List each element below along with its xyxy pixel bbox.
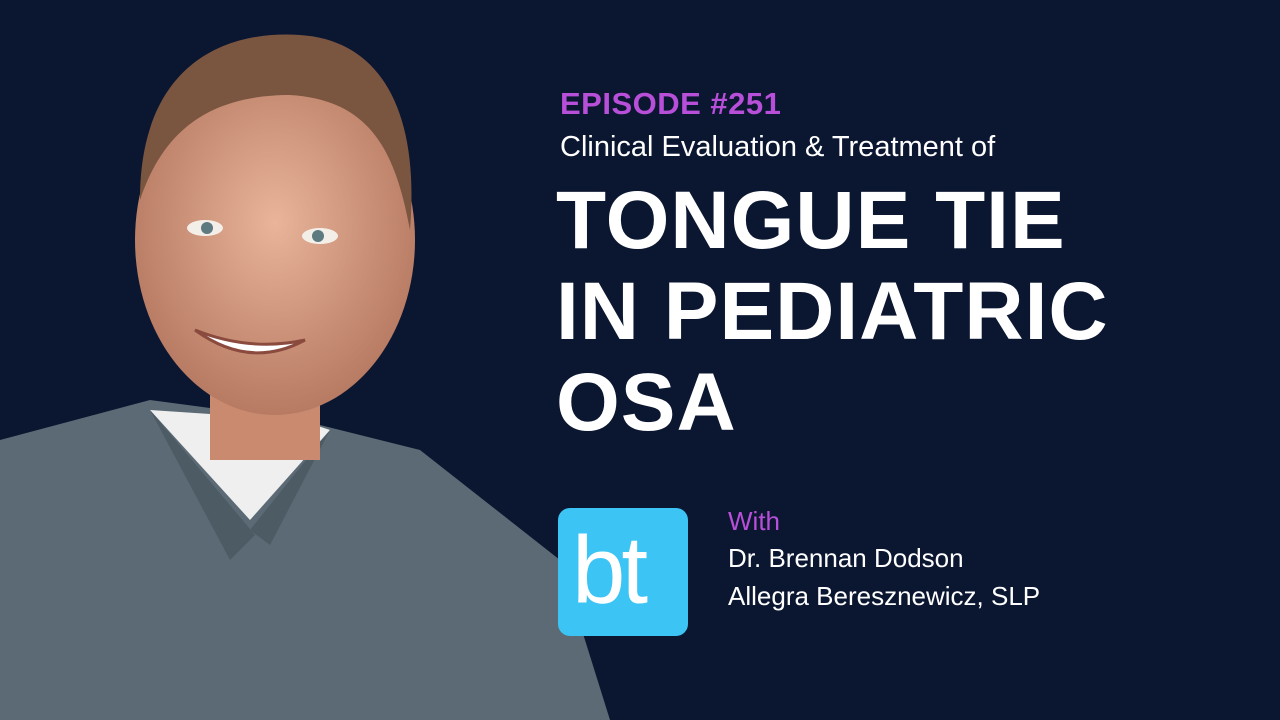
logo-text: bt xyxy=(572,517,648,624)
scrubs xyxy=(0,400,610,720)
logo: bt xyxy=(558,508,688,636)
guest-name: Allegra Beresznewicz, SLP xyxy=(728,581,1041,611)
face xyxy=(135,65,415,415)
collar xyxy=(150,410,330,560)
iris xyxy=(201,222,213,234)
smile xyxy=(194,328,306,355)
guest-name: Dr. Brennan Dodson xyxy=(728,543,964,573)
portrait xyxy=(0,34,610,720)
with-label: With xyxy=(728,506,780,536)
hair xyxy=(140,34,412,230)
iris xyxy=(312,230,324,242)
headline: IN PEDIATRIC xyxy=(556,266,1109,357)
headline: TONGUE TIE xyxy=(556,175,1066,266)
episode-number: EPISODE #251 xyxy=(560,86,782,121)
subtitle: Clinical Evaluation & Treatment of xyxy=(560,131,996,163)
headline: OSA xyxy=(556,357,737,448)
